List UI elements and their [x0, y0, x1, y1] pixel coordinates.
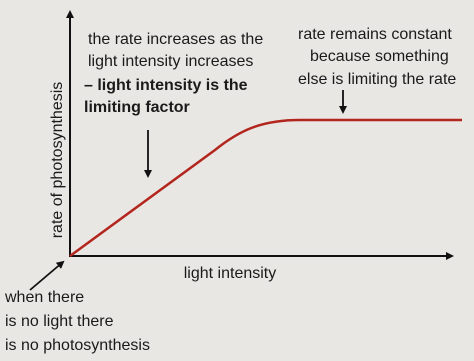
arrow: [29, 260, 65, 291]
annotation-line: – light intensity is the: [84, 77, 248, 94]
annotation-line: is no light there: [5, 313, 114, 330]
annotation-line: is no photosynthesis: [5, 337, 150, 354]
x-axis-label: light intensity: [184, 265, 277, 282]
annotation-line: the rate increases as the: [88, 31, 263, 48]
y-axis-label: rate of photosynthesis: [49, 82, 66, 239]
annotation-line: because something: [310, 48, 449, 65]
rate-curve: [69, 118, 462, 258]
annotation-line: light intensity increases: [88, 53, 253, 70]
annotation-line: else is limiting the rate: [298, 71, 456, 88]
annotation-line: rate remains constant: [298, 26, 452, 43]
annotation-line: when there: [4, 289, 84, 306]
annotation-line: limiting factor: [84, 99, 190, 116]
